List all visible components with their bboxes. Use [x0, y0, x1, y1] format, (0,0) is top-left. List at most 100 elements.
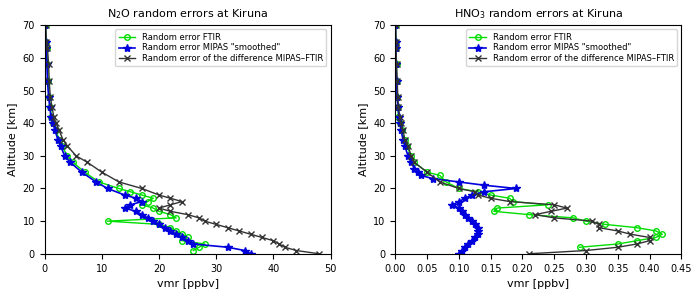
Random error FTIR — [569, 216, 577, 220]
Random error of the difference MIPAS–FTIR — [397, 121, 405, 125]
Random error of the difference MIPAS–FTIR — [594, 223, 603, 226]
Random error MIPAS "smoothed" — [474, 229, 482, 233]
Random error of the difference MIPAS–FTIR — [531, 213, 540, 216]
Random error MIPAS "smoothed" — [401, 144, 409, 148]
Random error FTIR — [64, 154, 72, 158]
Random error MIPAS "smoothed" — [92, 180, 100, 184]
Random error of the difference MIPAS–FTIR — [269, 239, 278, 242]
Random error FTIR — [403, 144, 411, 148]
Random error FTIR — [391, 46, 400, 50]
Random error of the difference MIPAS–FTIR — [41, 23, 50, 27]
Random error MIPAS "smoothed" — [410, 167, 419, 171]
Random error MIPAS "smoothed" — [398, 138, 407, 141]
Random error FTIR — [435, 174, 444, 177]
Random error of the difference MIPAS–FTIR — [396, 115, 404, 118]
Random error FTIR — [524, 213, 533, 216]
Random error of the difference MIPAS–FTIR — [393, 79, 401, 83]
Random error FTIR — [95, 180, 103, 184]
Random error FTIR — [57, 144, 66, 148]
Random error of the difference MIPAS–FTIR — [138, 187, 146, 190]
Random error FTIR — [391, 40, 400, 44]
Random error MIPAS "smoothed" — [458, 249, 466, 252]
Random error MIPAS "smoothed" — [394, 105, 402, 109]
Line: Random error FTIR: Random error FTIR — [393, 22, 665, 250]
Random error of the difference MIPAS–FTIR — [391, 46, 400, 50]
Random error of the difference MIPAS–FTIR — [394, 95, 402, 99]
Random error FTIR — [183, 236, 192, 239]
Random error of the difference MIPAS–FTIR — [166, 203, 175, 207]
Y-axis label: Altitude [km]: Altitude [km] — [7, 103, 17, 176]
Legend: Random error FTIR, Random error MIPAS "smoothed", Random error of the difference: Random error FTIR, Random error MIPAS "s… — [115, 29, 326, 66]
Random error MIPAS "smoothed" — [391, 63, 400, 66]
Random error MIPAS "smoothed" — [461, 197, 470, 200]
Random error FTIR — [614, 242, 622, 246]
Random error MIPAS "smoothed" — [404, 154, 412, 158]
Random error MIPAS "smoothed" — [166, 229, 175, 233]
Random error MIPAS "smoothed" — [66, 161, 75, 164]
Random error MIPAS "smoothed" — [154, 223, 163, 226]
Random error FTIR — [43, 63, 52, 66]
Random error of the difference MIPAS–FTIR — [407, 154, 415, 158]
Random error MIPAS "smoothed" — [470, 236, 479, 239]
Random error FTIR — [172, 229, 180, 233]
Random error MIPAS "smoothed" — [47, 115, 55, 118]
Random error of the difference MIPAS–FTIR — [547, 210, 555, 213]
Line: Random error FTIR: Random error FTIR — [43, 22, 208, 253]
Random error FTIR — [393, 95, 401, 99]
Random error FTIR — [143, 200, 152, 203]
Random error MIPAS "smoothed" — [45, 105, 54, 109]
Random error FTIR — [46, 105, 55, 109]
Random error FTIR — [394, 115, 403, 118]
Random error of the difference MIPAS–FTIR — [401, 138, 409, 141]
Random error FTIR — [127, 190, 135, 194]
Random error of the difference MIPAS–FTIR — [588, 219, 596, 223]
Random error FTIR — [401, 138, 409, 141]
Random error MIPAS "smoothed" — [393, 95, 401, 99]
Random error FTIR — [410, 161, 419, 164]
Line: Random error of the difference MIPAS–FTIR: Random error of the difference MIPAS–FTI… — [42, 22, 323, 257]
Random error MIPAS "smoothed" — [54, 138, 62, 141]
Random error FTIR — [474, 190, 482, 194]
Random error MIPAS "smoothed" — [224, 245, 232, 249]
Random error of the difference MIPAS–FTIR — [212, 223, 220, 226]
Random error MIPAS "smoothed" — [57, 144, 65, 148]
Random error of the difference MIPAS–FTIR — [550, 203, 559, 207]
Random error of the difference MIPAS–FTIR — [224, 226, 232, 229]
Random error FTIR — [154, 223, 163, 226]
Random error FTIR — [442, 180, 450, 184]
Random error MIPAS "smoothed" — [161, 226, 169, 229]
Random error of the difference MIPAS–FTIR — [281, 245, 289, 249]
Random error MIPAS "smoothed" — [183, 239, 192, 242]
Random error MIPAS "smoothed" — [132, 197, 140, 200]
Random error FTIR — [601, 223, 610, 226]
Random error FTIR — [201, 242, 209, 246]
Random error MIPAS "smoothed" — [474, 232, 482, 236]
Random error FTIR — [658, 232, 666, 236]
Random error FTIR — [115, 187, 123, 190]
Random error of the difference MIPAS–FTIR — [487, 197, 495, 200]
Random error of the difference MIPAS–FTIR — [45, 79, 53, 83]
Random error MIPAS "smoothed" — [189, 242, 198, 246]
Random error MIPAS "smoothed" — [392, 79, 401, 83]
Random error MIPAS "smoothed" — [454, 252, 463, 255]
Random error FTIR — [44, 79, 52, 83]
Random error FTIR — [509, 200, 517, 203]
Random error of the difference MIPAS–FTIR — [115, 180, 123, 184]
Random error MIPAS "smoothed" — [458, 210, 466, 213]
Random error MIPAS "smoothed" — [246, 252, 254, 255]
Random error of the difference MIPAS–FTIR — [391, 40, 400, 44]
Random error MIPAS "smoothed" — [41, 40, 50, 44]
Random error of the difference MIPAS–FTIR — [55, 128, 63, 131]
Random error of the difference MIPAS–FTIR — [246, 232, 254, 236]
Random error MIPAS "smoothed" — [48, 121, 57, 125]
Random error MIPAS "smoothed" — [396, 121, 404, 125]
Random error MIPAS "smoothed" — [395, 115, 403, 118]
Random error FTIR — [398, 128, 406, 131]
Random error of the difference MIPAS–FTIR — [183, 213, 192, 216]
Random error FTIR — [178, 239, 186, 242]
Title: HNO$_3$ random errors at Kiruna: HNO$_3$ random errors at Kiruna — [454, 7, 623, 21]
Random error FTIR — [489, 210, 498, 213]
Random error of the difference MIPAS–FTIR — [59, 138, 67, 141]
Random error MIPAS "smoothed" — [138, 213, 146, 216]
Random error FTIR — [392, 79, 401, 83]
